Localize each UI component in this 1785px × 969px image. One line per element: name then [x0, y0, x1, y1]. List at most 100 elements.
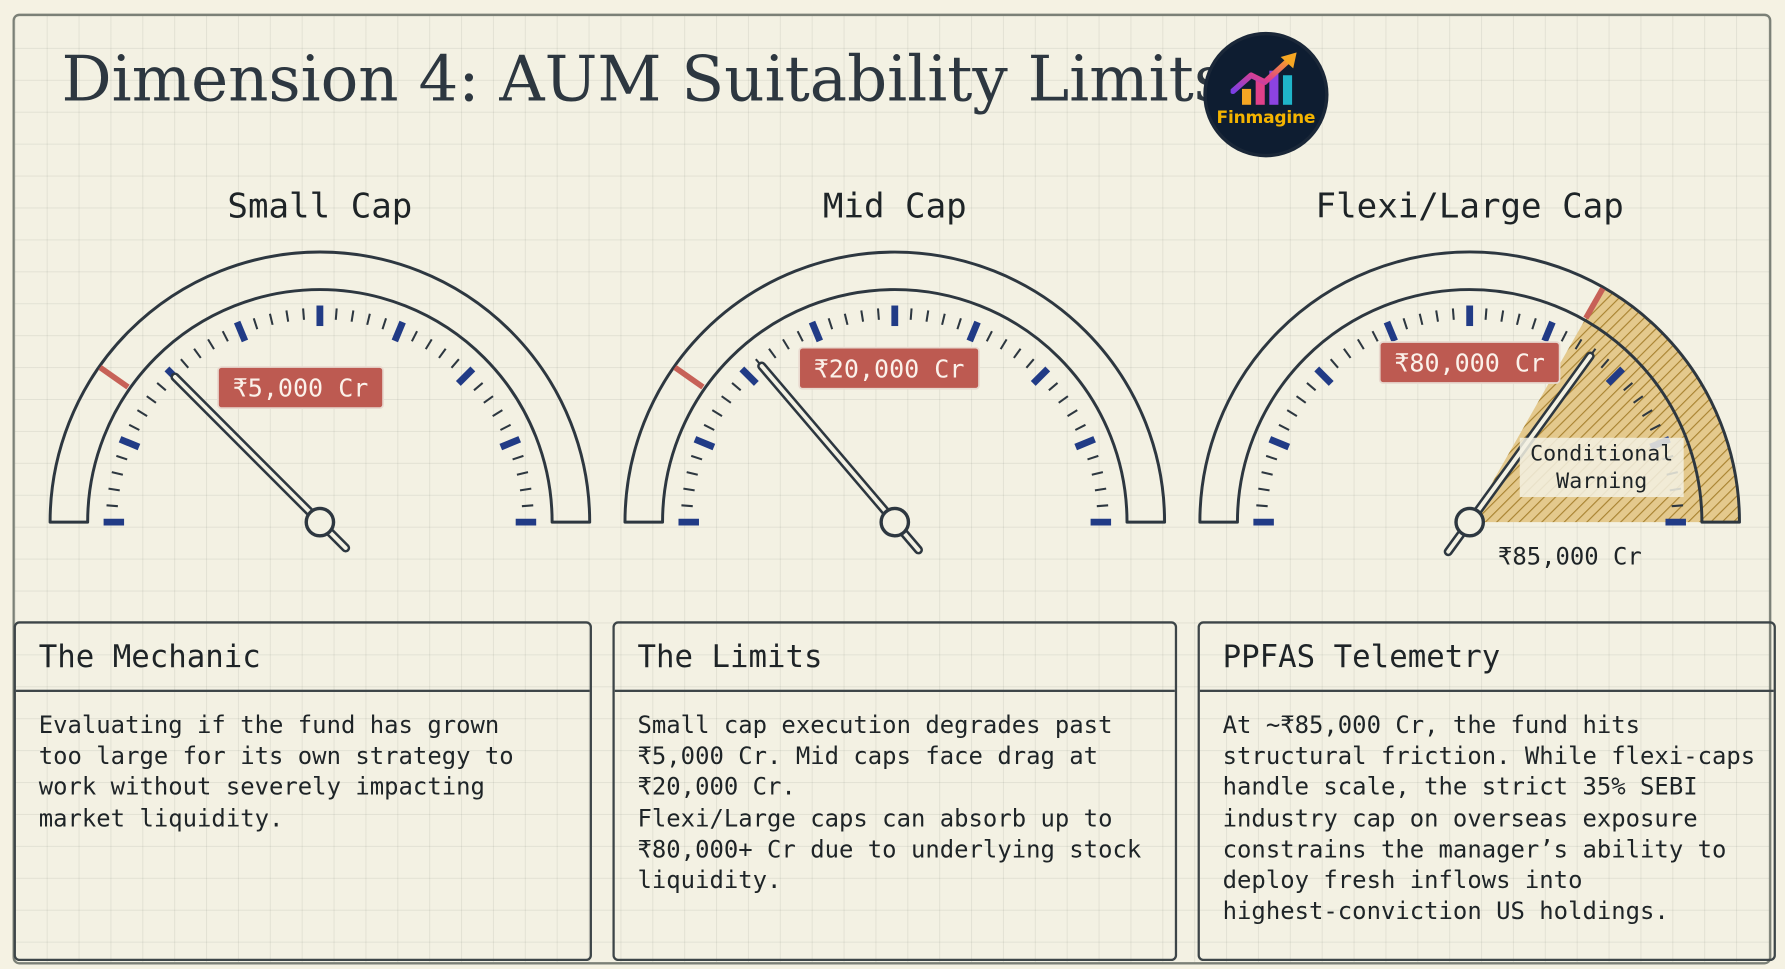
needle-pivot: [879, 506, 911, 538]
major-tick: [1030, 366, 1051, 386]
gauge-label: Mid Cap: [823, 187, 967, 227]
minor-tick: [146, 395, 157, 404]
minor-tick: [843, 313, 849, 326]
minor-tick: [193, 348, 202, 359]
minor-tick: [156, 382, 167, 392]
minor-tick: [483, 395, 494, 404]
gauge-band: [623, 250, 1167, 524]
logo-text: Finmagine: [1216, 107, 1316, 128]
minor-tick: [1048, 382, 1059, 392]
major-tick: [499, 436, 522, 451]
major-tick: [1605, 366, 1626, 386]
minor-tick: [1649, 423, 1661, 431]
card-heading: The Mechanic: [15, 624, 590, 692]
marker-value-label: ₹85,000 Cr: [1498, 542, 1642, 570]
minor-tick: [1286, 409, 1298, 417]
minor-tick: [221, 330, 229, 342]
minor-tick: [1574, 338, 1583, 350]
minor-tick: [108, 487, 120, 492]
warning-label-bg: [1519, 437, 1684, 498]
minor-tick: [381, 317, 388, 330]
minor-tick: [1402, 317, 1409, 330]
minor-tick: [128, 423, 140, 431]
major-tick: [118, 436, 141, 451]
major-tick: [233, 320, 249, 343]
minor-tick: [492, 409, 503, 417]
gauge-label: Flexi/Large Cap: [1316, 187, 1624, 227]
major-tick: [1268, 436, 1291, 451]
needle-value-badge: [798, 346, 980, 390]
minor-tick: [334, 308, 338, 320]
minor-tick: [366, 313, 371, 326]
minor-tick: [450, 358, 460, 369]
minor-tick: [796, 330, 804, 342]
minor-tick: [111, 471, 124, 476]
minor-tick: [1623, 382, 1634, 392]
minor-tick: [1641, 409, 1653, 417]
minor-tick: [1500, 310, 1505, 322]
minor-tick: [1025, 358, 1035, 369]
needle-pivot: [304, 506, 336, 538]
major-tick: [1314, 366, 1334, 386]
minor-tick: [686, 471, 698, 476]
needle-value-label: ₹80,000 Cr: [1394, 349, 1545, 378]
gauge-2: Flexi/Large Cap ₹80,000 Cr ConditionalWarn…: [1198, 187, 1741, 570]
minor-tick: [1096, 504, 1109, 508]
minor-tick: [1091, 471, 1104, 476]
minor-tick: [106, 504, 118, 508]
minor-tick: [1451, 308, 1455, 320]
major-tick: [1541, 320, 1556, 343]
major-tick: [808, 320, 824, 343]
limit-marker: [1583, 287, 1606, 320]
needle-pivot: [1454, 506, 1486, 538]
minor-tick: [690, 454, 703, 461]
gauge-band: [48, 250, 592, 524]
minor-tick: [683, 487, 695, 492]
minor-tick: [1074, 423, 1086, 431]
major-tick: [966, 320, 981, 343]
minor-tick: [956, 317, 962, 330]
card-mechanic: The Mechanic Evaluating if the fund has …: [13, 621, 592, 962]
minor-tick: [1418, 313, 1424, 326]
minor-tick: [1600, 358, 1610, 369]
finmagine-logo: Finmagine: [1203, 31, 1329, 158]
minor-tick: [827, 317, 834, 330]
page-title: Dimension 4: AUM Suitability Limits: [61, 42, 1226, 116]
minor-tick: [207, 338, 215, 350]
minor-tick: [1560, 330, 1568, 342]
minor-tick: [268, 313, 274, 326]
warning-label: Warning: [1556, 469, 1647, 494]
needle-value-badge: [1378, 341, 1561, 384]
card-body: Small cap execution degrades past ₹5,000…: [637, 711, 1142, 894]
minor-tick: [681, 504, 693, 508]
minor-tick: [410, 330, 418, 342]
minor-tick: [721, 395, 732, 404]
minor-tick: [1515, 313, 1521, 326]
minor-tick: [473, 382, 484, 392]
minor-tick: [1633, 395, 1644, 404]
minor-tick: [782, 338, 790, 350]
minor-tick: [512, 454, 524, 461]
major-tick: [693, 436, 716, 451]
minor-tick: [180, 358, 190, 369]
minor-tick: [925, 310, 930, 322]
minor-tick: [285, 310, 290, 322]
minor-tick: [876, 308, 880, 320]
minor-tick: [909, 308, 913, 320]
minor-tick: [860, 310, 865, 322]
minor-tick: [731, 382, 742, 392]
minor-tick: [302, 308, 306, 320]
minor-tick: [711, 409, 723, 417]
gauge-1: Mid Cap ₹20,000 Cr: [623, 187, 1167, 555]
major-tick: [1383, 320, 1398, 343]
minor-tick: [703, 423, 715, 431]
card-body: Evaluating if the fund has grown too lar…: [38, 711, 514, 832]
minor-tick: [1343, 348, 1352, 359]
minor-tick: [1671, 504, 1684, 508]
minor-tick: [136, 409, 148, 417]
minor-tick: [1371, 330, 1379, 342]
minor-tick: [1067, 409, 1078, 417]
card-body: At ~₹85,000 Cr, the fund hits structural…: [1222, 711, 1756, 925]
minor-tick: [1094, 487, 1107, 492]
